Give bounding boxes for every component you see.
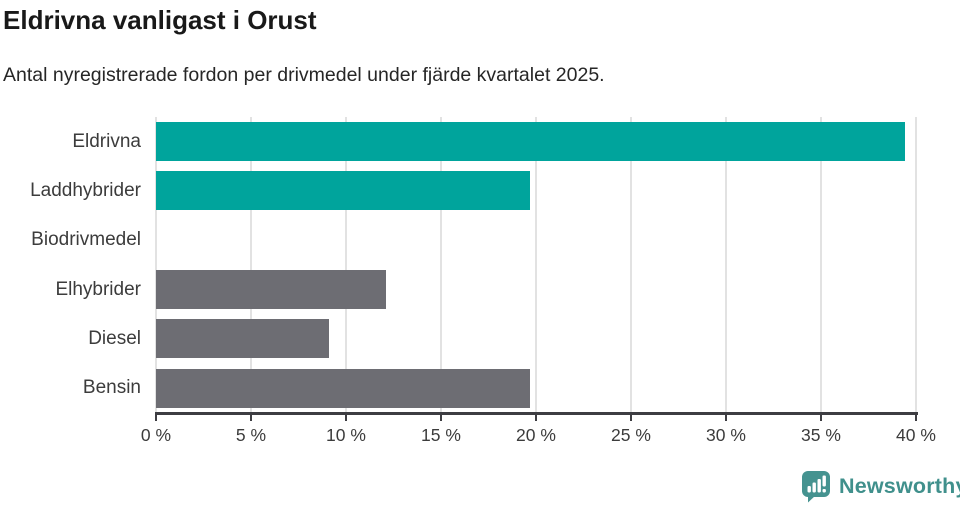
category-label-eldrivna: Eldrivna [72, 130, 141, 152]
x-tick-label-20: 20 % [516, 425, 556, 445]
x-tick-label-40: 40 % [896, 425, 936, 445]
bar-row-biodrivmedel [156, 216, 916, 265]
chart-title: Eldrivna vanligast i Orust [3, 5, 317, 35]
category-label-biodrivmedel: Biodrivmedel [31, 229, 141, 251]
x-tick-0 [155, 414, 157, 421]
x-tick-5 [250, 414, 252, 421]
gridline-15 [440, 117, 442, 413]
x-tick-15 [440, 414, 442, 421]
newsworthy-logo: Newsworthy [800, 470, 960, 503]
x-tick-label-30: 30 % [706, 425, 746, 445]
bar-row-diesel [156, 314, 916, 363]
newsworthy-logo-icon [802, 471, 830, 503]
bar-diesel [156, 319, 329, 359]
gridline-5 [250, 117, 252, 413]
chart-subtitle: Antal nyregistrerade fordon per drivmede… [3, 64, 605, 86]
gridline-10 [345, 117, 347, 413]
bar-row-elhybrider [156, 265, 916, 314]
x-tick-label-15: 15 % [421, 425, 461, 445]
x-tick-label-25: 25 % [611, 425, 651, 445]
x-tick-35 [820, 414, 822, 421]
x-axis-ticks: 0 % 5 % 10 % 15 % 20 % 25 % 30 % 35 % 40 % [141, 414, 936, 454]
category-label-laddhybrider: Laddhybrider [30, 179, 141, 201]
x-tick-label-0: 0 % [140, 425, 172, 445]
category-label-elhybrider: Elhybrider [55, 278, 141, 300]
bar-row-bensin [156, 364, 916, 413]
x-axis-line [155, 412, 918, 415]
x-tick-label-5: 5 % [235, 425, 267, 445]
category-label-diesel: Diesel [88, 327, 141, 349]
x-tick-label-10: 10 % [326, 425, 366, 445]
x-tick-10 [345, 414, 347, 421]
newsworthy-logo-text: Newsworthy [839, 474, 960, 498]
x-tick-20 [535, 414, 537, 421]
bar-elhybrider [156, 270, 386, 309]
bar-bensin [156, 368, 531, 408]
x-tick-30 [725, 414, 727, 421]
x-tick-40 [915, 414, 917, 421]
x-tick-25 [630, 414, 632, 421]
gridline-30 [725, 117, 727, 413]
bar-row-laddhybrider [156, 166, 916, 215]
gridline-40 [915, 117, 917, 413]
gridline-20 [535, 117, 537, 413]
bar-row-eldrivna [156, 117, 916, 166]
x-tick-label-35: 35 % [801, 425, 841, 445]
bar-eldrivna [156, 122, 905, 161]
gridline-35 [820, 117, 822, 413]
gridline-0 [155, 117, 157, 413]
category-label-bensin: Bensin [82, 377, 141, 399]
gridline-25 [630, 117, 632, 413]
bar-laddhybrider [156, 171, 531, 211]
category-axis-labels: Eldrivna Laddhybrider Biodrivmedel Elhybrid… [0, 117, 141, 413]
plot-area [155, 117, 917, 413]
